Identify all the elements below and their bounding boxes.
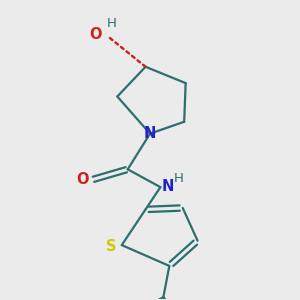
- Text: H: H: [174, 172, 184, 185]
- Text: H: H: [106, 16, 116, 30]
- Text: N: N: [162, 179, 174, 194]
- Text: O: O: [89, 27, 102, 42]
- Text: O: O: [76, 172, 88, 187]
- Text: N: N: [144, 126, 156, 141]
- Text: S: S: [106, 239, 116, 254]
